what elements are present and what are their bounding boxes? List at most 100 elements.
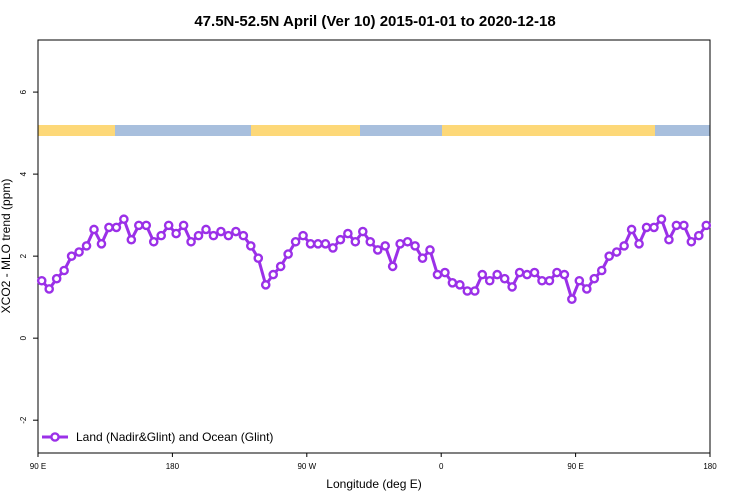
- data-point: [552, 267, 562, 278]
- data-point: [522, 269, 532, 280]
- x-tick-label: 180: [166, 462, 180, 471]
- y-tick-label: -2: [19, 416, 28, 424]
- data-point: [395, 239, 405, 249]
- data-point: [208, 230, 219, 241]
- data-point: [574, 275, 585, 286]
- data-point: [686, 236, 697, 247]
- data-point: [44, 284, 55, 294]
- data-point: [96, 239, 107, 249]
- data-point: [440, 267, 450, 278]
- y-tick-label: 0: [19, 335, 28, 340]
- land-band: [38, 125, 115, 136]
- data-point: [619, 241, 629, 251]
- data-point: [193, 230, 204, 241]
- x-tick-label: 0: [439, 462, 444, 471]
- data-point: [275, 261, 286, 272]
- ocean-band: [115, 125, 251, 136]
- plot-frame: [37, 39, 711, 454]
- data-point: [231, 226, 241, 237]
- data-point: [148, 236, 159, 247]
- data-point: [343, 228, 353, 239]
- data-point: [51, 273, 62, 284]
- data-point: [328, 243, 338, 253]
- data-point: [604, 251, 615, 261]
- data-point: [432, 269, 443, 280]
- data-point: [559, 269, 570, 280]
- data-point: [380, 241, 391, 251]
- data-point: [141, 220, 152, 231]
- data-point: [81, 241, 92, 251]
- data-point: [417, 253, 428, 263]
- land-band: [251, 125, 360, 136]
- data-point: [298, 230, 308, 241]
- data-point: [126, 234, 137, 245]
- data-point: [111, 222, 122, 233]
- data-point: [679, 220, 689, 231]
- ocean-band: [655, 125, 710, 136]
- data-point: [387, 261, 398, 272]
- data-point: [186, 236, 196, 247]
- data-point: [694, 230, 704, 241]
- data-point: [649, 222, 659, 233]
- data-point: [119, 214, 129, 225]
- data-point: [260, 280, 271, 290]
- data-point: [611, 247, 622, 257]
- data-point: [238, 230, 249, 241]
- data-point: [656, 214, 667, 225]
- data-point: [223, 230, 234, 241]
- data-point: [66, 251, 77, 261]
- data-point: [484, 275, 495, 286]
- data-point: [253, 253, 264, 263]
- data-point: [596, 265, 607, 276]
- data-point: [402, 236, 413, 247]
- data-point: [357, 226, 368, 237]
- x-tick-label: 90 E: [567, 462, 583, 471]
- x-tick-label: 90 E: [30, 462, 46, 471]
- chart-title: 47.5N-52.5N April (Ver 10) 2015-01-01 to…: [194, 13, 555, 30]
- data-point: [589, 273, 600, 284]
- ocean-band: [360, 125, 442, 136]
- data-point: [365, 236, 376, 247]
- data-point: [350, 236, 361, 247]
- data-point: [462, 286, 473, 296]
- data-point: [410, 241, 420, 251]
- surface-band: [38, 125, 710, 136]
- data-point: [544, 275, 555, 286]
- x-tick-label: 180: [703, 462, 717, 471]
- data-point: [372, 245, 383, 255]
- land-band: [442, 125, 655, 136]
- data-point: [245, 241, 256, 251]
- y-axis-label: XCO2 - MLO trend (ppm): [0, 179, 13, 314]
- data-point: [163, 220, 174, 231]
- data-point: [178, 220, 189, 231]
- data-point: [313, 239, 323, 249]
- legend-label: Land (Nadir&Glint) and Ocean (Glint): [76, 430, 273, 444]
- legend-marker: [50, 432, 60, 442]
- data-point: [290, 236, 301, 247]
- data-point: [425, 245, 435, 255]
- data-point: [59, 265, 69, 276]
- data-point: [335, 234, 346, 245]
- y-tick-label: 2: [19, 253, 28, 258]
- data-point: [537, 275, 547, 286]
- data-point: [447, 277, 458, 288]
- data-point: [455, 280, 465, 290]
- data-point: [305, 239, 316, 249]
- data-point: [156, 230, 166, 241]
- data-point: [89, 224, 99, 235]
- data-point: [477, 269, 488, 280]
- data-point: [469, 286, 480, 296]
- data-point: [320, 239, 331, 249]
- x-axis-label: Longitude (deg E): [326, 477, 421, 491]
- y-tick-label: 6: [19, 89, 28, 94]
- data-point: [283, 249, 293, 259]
- data-point: [641, 222, 652, 233]
- data-point: [216, 226, 226, 237]
- data-point: [514, 267, 525, 278]
- data-point: [171, 228, 181, 239]
- y-tick-label: 4: [19, 171, 28, 176]
- data-point: [567, 294, 577, 305]
- data-point: [664, 234, 674, 245]
- data-point: [104, 222, 114, 233]
